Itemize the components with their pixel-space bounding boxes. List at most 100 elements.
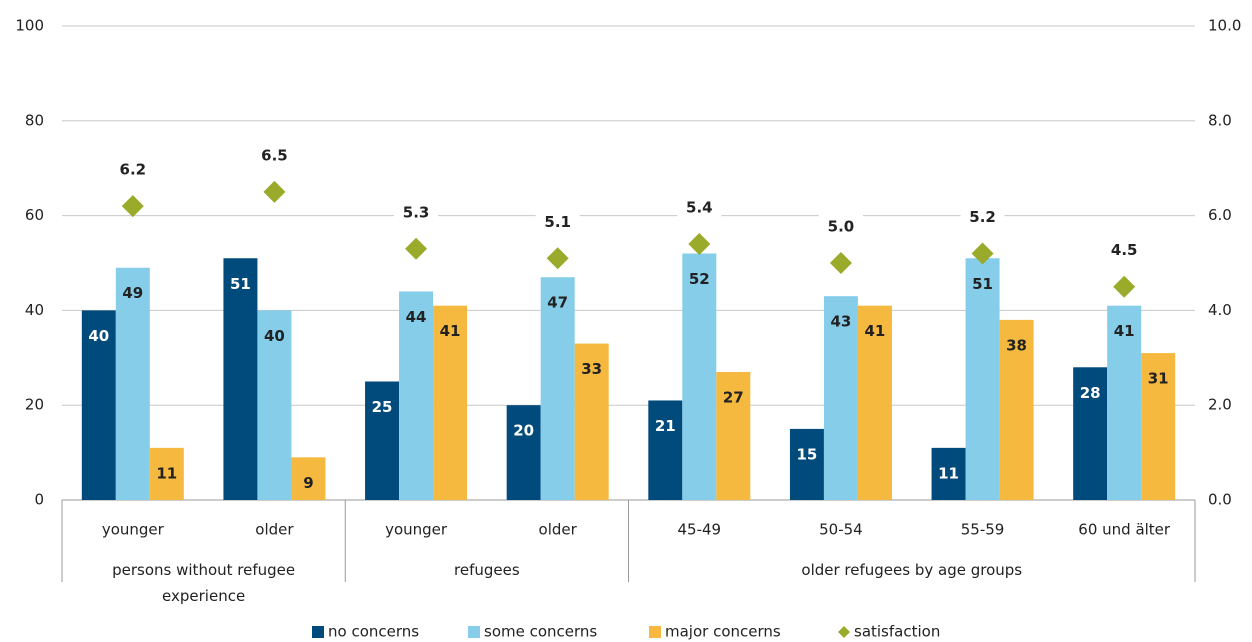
data-label: 49: [122, 284, 143, 302]
bar: [257, 310, 292, 500]
data-label: 15: [797, 445, 818, 463]
bar: [789, 428, 824, 500]
data-label: 41: [440, 322, 461, 340]
bar: [506, 405, 541, 500]
data-label: 41: [865, 322, 886, 340]
legend-swatch: [468, 626, 480, 638]
x-tick-label: older: [255, 521, 294, 539]
legend-swatch: [649, 626, 661, 638]
bar: [223, 258, 258, 500]
group-label: persons without refugee experience: [112, 561, 296, 605]
legend-label: no concerns: [328, 623, 419, 641]
satisfaction-marker: [971, 242, 994, 265]
data-label: 21: [655, 417, 676, 435]
x-tick-label: 50-54: [819, 521, 863, 539]
bar: [399, 291, 434, 500]
bar: [857, 305, 892, 500]
bar: [931, 447, 966, 500]
label-bg: [960, 205, 1005, 228]
y-tick-label: 40: [25, 301, 44, 319]
y-tick-label: 20: [25, 396, 44, 414]
satisfaction-marker: [1113, 275, 1136, 298]
data-label: 51: [972, 275, 993, 293]
satisfaction-marker: [405, 237, 428, 260]
data-label: 5.2: [969, 208, 996, 226]
bar: [115, 267, 150, 500]
data-label: 28: [1080, 384, 1101, 402]
y2-tick-label: 0.0: [1208, 491, 1232, 509]
bar: [574, 343, 609, 500]
y2-tick-label: 8.0: [1208, 111, 1232, 129]
data-label: 52: [689, 270, 710, 288]
bar: [1141, 353, 1176, 500]
group-label: older refugees by age groups: [801, 561, 1023, 579]
data-label: 11: [938, 464, 959, 482]
legend-label: some concerns: [484, 623, 597, 641]
data-label: 43: [831, 313, 852, 331]
x-tick-label: 45-49: [678, 521, 722, 539]
data-label: 38: [1006, 336, 1027, 354]
data-label: 27: [723, 389, 744, 407]
x-tick-label: 55-59: [961, 521, 1005, 539]
bar: [999, 319, 1034, 500]
label-bg: [110, 158, 155, 181]
label-bg: [1102, 238, 1147, 261]
data-label: 5.4: [686, 199, 713, 217]
data-label: 40: [264, 327, 285, 345]
bar: [716, 372, 751, 500]
data-label: 40: [88, 327, 109, 345]
y-tick-label: 60: [25, 206, 44, 224]
bar: [1073, 367, 1108, 500]
y2-tick-label: 2.0: [1208, 396, 1232, 414]
legend-marker: [838, 626, 850, 638]
data-label: 44: [406, 308, 427, 326]
satisfaction-marker: [121, 195, 144, 218]
bar: [149, 447, 184, 500]
bar: [1107, 305, 1142, 500]
label-bg: [252, 143, 297, 166]
data-label: 33: [581, 360, 602, 378]
data-label: 20: [513, 422, 534, 440]
y-tick-label: 0: [34, 491, 44, 509]
bar: [365, 381, 400, 500]
data-label: 5.1: [544, 213, 571, 231]
legend-label: satisfaction: [854, 623, 940, 641]
data-label: 6.5: [261, 146, 288, 164]
bar: [433, 305, 468, 500]
data-label: 41: [1114, 322, 1135, 340]
data-label: 5.0: [828, 218, 855, 236]
data-label: 11: [156, 464, 177, 482]
bar: [540, 277, 575, 500]
label-bg: [535, 210, 580, 233]
x-tick-label: younger: [385, 521, 448, 539]
data-label: 31: [1148, 370, 1169, 388]
y-tick-label: 80: [25, 111, 44, 129]
bar: [682, 253, 717, 500]
data-label: 6.2: [120, 161, 147, 179]
satisfaction-marker: [546, 247, 569, 270]
legend-swatch: [312, 626, 324, 638]
data-label: 9: [303, 474, 313, 492]
group-label: refugees: [454, 561, 520, 579]
label-bg: [394, 200, 439, 223]
y2-tick-label: 4.0: [1208, 301, 1232, 319]
data-label: 25: [372, 398, 393, 416]
bar: [81, 310, 116, 500]
y2-tick-label: 10.0: [1208, 17, 1241, 35]
label-bg: [677, 196, 722, 219]
x-tick-label: older: [539, 521, 578, 539]
y-tick-label: 100: [15, 17, 44, 35]
x-tick-label: 60 und älter: [1078, 521, 1171, 539]
bar: [291, 457, 326, 500]
y2-tick-label: 6.0: [1208, 206, 1232, 224]
satisfaction-marker: [263, 180, 286, 203]
bar: [823, 296, 858, 500]
bar: [648, 400, 683, 500]
data-label: 4.5: [1111, 241, 1138, 259]
bar: [965, 258, 1000, 500]
legend-label: major concerns: [665, 623, 781, 641]
x-tick-label: younger: [102, 521, 165, 539]
data-label: 51: [230, 275, 251, 293]
